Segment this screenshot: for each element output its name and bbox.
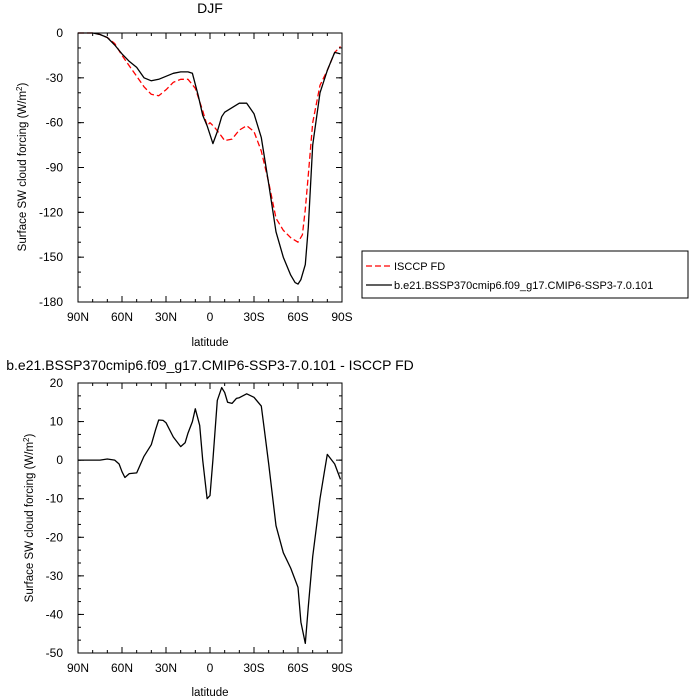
bottom-y-tick-label: 0 [56, 453, 63, 467]
legend-label-model: b.e21.BSSP370cmip6.f09_g17.CMIP6-SSP3-7.… [394, 280, 653, 292]
bottom-x-tick-label: 30S [243, 661, 264, 675]
legend-label-isccp: ISCCP FD [394, 261, 445, 273]
bottom-y-tick-label: 10 [50, 415, 64, 429]
top-series-line-1 [78, 32, 341, 285]
top-x-tick-label: 90N [67, 310, 89, 324]
top-x-tick-label: 30S [243, 310, 264, 324]
bottom-chart-title: b.e21.BSSP370cmip6.f09_g17.CMIP6-SSP3-7.… [6, 357, 414, 373]
bottom-y-tick-label: -40 [46, 607, 64, 621]
top-x-tick-label: 0 [207, 310, 214, 324]
bottom-x-tick-label: 60N [111, 661, 133, 675]
bottom-chart-marks [78, 386, 342, 645]
top-x-tick-label: 90S [331, 310, 352, 324]
top-chart-marks [78, 32, 341, 285]
bottom-y-axis-label: Surface SW cloud forcing (W/m2) [22, 433, 37, 602]
bottom-x-tick-label: 60S [287, 661, 308, 675]
top-chart-axes: 90N 60N 30N 0 30S 60S 90S 0 -30 -60 -90 -120 -150 -18… [39, 26, 353, 324]
bottom-x-axis-label: latitude [191, 687, 228, 699]
legend-box [361, 250, 689, 299]
bottom-y-tick-label: -30 [46, 569, 64, 583]
bottom-plot-frame [77, 382, 343, 654]
bottom-x-tick-label: 90N [67, 661, 89, 675]
bottom-x-tick-label: 0 [207, 661, 214, 675]
bottom-series-line-0 [78, 386, 342, 645]
top-x-tick-label: 60N [111, 310, 133, 324]
bottom-y-tick-label: -10 [46, 492, 64, 506]
top-y-tick-label: 0 [56, 26, 63, 40]
bottom-panel: b.e21.BSSP370cmip6.f09_g17.CMIP6-SSP3-7.… [6, 357, 414, 699]
bottom-y-tick-label: 20 [50, 376, 64, 390]
top-y-tick-label: -120 [39, 205, 63, 219]
top-y-tick-label: -30 [46, 71, 64, 85]
top-y-tick-label: -60 [46, 116, 64, 130]
top-x-tick-label: 30N [155, 310, 177, 324]
top-y-axis-label: Surface SW cloud forcing (W/m2) [15, 82, 30, 251]
top-y-tick-label: -180 [39, 295, 63, 309]
top-y-tick-label: -90 [46, 161, 64, 175]
top-series-line-0 [78, 32, 341, 243]
top-x-axis-label: latitude [191, 337, 228, 349]
legend: ISCCP FD b.e21.BSSP370cmip6.f09_g17.CMIP… [361, 250, 689, 299]
top-y-tick-label: -150 [39, 250, 63, 264]
bottom-x-tick-label: 30N [155, 661, 177, 675]
bottom-x-tick-label: 90S [331, 661, 352, 675]
top-panel: DJF 90N 60N 30N 0 30S 60S 90S 0 -30 -60 -90 -120 -15… [15, 0, 353, 349]
top-plot-frame [77, 32, 343, 303]
bottom-chart-axes: 90N 60N 30N 0 30S 60S 90S 20 10 0 -10 -20 -30 -40 -50 [46, 376, 353, 675]
bottom-y-tick-label: -50 [46, 646, 64, 660]
top-x-tick-label: 60S [287, 310, 308, 324]
bottom-y-tick-label: -20 [46, 530, 64, 544]
top-chart-title: DJF [197, 0, 223, 16]
